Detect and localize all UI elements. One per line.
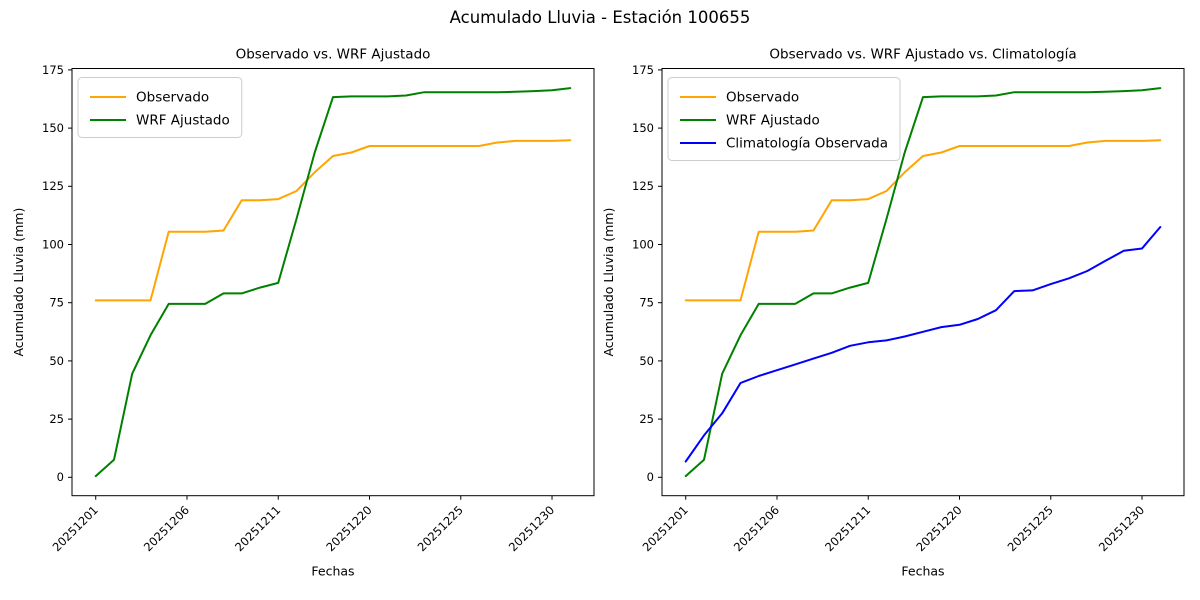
plot-right-y-tick-label-25: 25 (639, 412, 654, 426)
plot-left-y-tick-label-150: 150 (42, 121, 64, 135)
plot-left-x-tick-label-group: 20251211 (232, 503, 283, 554)
plot-left-ylabel: Acumulado Lluvia (mm) (11, 208, 26, 357)
plot-right-spines (661, 68, 1185, 497)
plot-right-y-tick-label-50: 50 (639, 354, 654, 368)
plot-left-x-tick-label-group: 20251201 (50, 503, 101, 554)
plot-right-x-tick-label-group: 20251225 (1005, 503, 1056, 554)
plot-left-x-tick-label-20251220: 20251220 (323, 503, 374, 554)
plot-right-ylabel: Acumulado Lluvia (mm) (601, 208, 616, 357)
plot-right-y-tick-label-125: 125 (632, 179, 654, 193)
plot-right-x-tick-label-20251225: 20251225 (1005, 503, 1056, 554)
plot-left-x-tick-label-20251211: 20251211 (232, 503, 283, 554)
plot-left-y-tick-label-25: 25 (49, 412, 64, 426)
plot-left-x-tick-label-20251225: 20251225 (415, 503, 466, 554)
plot-right-ylabel-group: Acumulado Lluvia (mm) (601, 208, 616, 357)
plot-left-legend-label-observado: Observado (136, 90, 209, 106)
plot-right-legend-label-observado: Observado (726, 90, 799, 106)
plot-right-line-observado (684, 139, 1162, 302)
plot-right-y-tick-label-75: 75 (639, 296, 654, 310)
plot-right-x-tick-label-20251206: 20251206 (731, 503, 782, 554)
plot-left-x-tick-label-group: 20251225 (415, 503, 466, 554)
plot-left-title: Observado vs. WRF Ajustado (236, 47, 431, 63)
plot-right-legend: Observado WRF Ajustado Climatología Observ… (667, 77, 901, 161)
plot-left-x-tick-label-group: 20251220 (323, 503, 374, 554)
plot-right-x-tick-label-group: 20251206 (731, 503, 782, 554)
plot-left-legend-box (77, 77, 243, 138)
plot-left-x-tick-label-group: 20251206 (141, 503, 192, 554)
plot-right-legend-label-climatologia: Climatología Observada (726, 136, 888, 152)
plot-right-x-tick-label-20251220: 20251220 (913, 503, 964, 554)
plot-right-y-tick-label-175: 175 (632, 63, 654, 77)
plot-right-x-tick-label-20251201: 20251201 (640, 503, 691, 554)
plot-right-x-tick-label-group: 20251211 (822, 503, 873, 554)
plot-right-x-tick-label-20251230: 20251230 (1096, 503, 1147, 554)
plot-right-xlabel: Fechas (901, 564, 944, 579)
plot-left-line-observado (94, 139, 572, 302)
plot-right-y-tick-label-0: 0 (647, 470, 654, 484)
plot-left-legend: Observado WRF Ajustado (77, 77, 243, 138)
figure-suptitle: Acumulado Lluvia - Estación 100655 (449, 8, 751, 27)
plot-right-x-tick-label-group: 20251201 (640, 503, 691, 554)
plot-left-xlabel: Fechas (311, 564, 354, 579)
plot-right-x-tick-label-20251211: 20251211 (822, 503, 873, 554)
plot-right-area: 0 25 50 75 100 125 150 175 20251201 20251206 20251… (601, 47, 1185, 579)
plot-right-y-tick-label-150: 150 (632, 121, 654, 135)
plot-left-ylabel-group: Acumulado Lluvia (mm) (11, 208, 26, 357)
plot-left-y-tick-label-125: 125 (42, 179, 64, 193)
plot-left-line-wrf_ajustado (94, 87, 572, 478)
plot-left-y-tick-label-75: 75 (49, 296, 64, 310)
plot-right-legend-box (667, 77, 901, 161)
plot-left-x-tick-label-20251201: 20251201 (50, 503, 101, 554)
plot-right-title: Observado vs. WRF Ajustado vs. Climatolo… (769, 47, 1076, 63)
plot-right-line-climatologia (684, 226, 1162, 463)
plot-left-legend-label-wrf_ajustado: WRF Ajustado (136, 113, 230, 129)
plot-left-x-tick-label-20251206: 20251206 (141, 503, 192, 554)
plot-left-area: 0 25 50 75 100 125 150 175 20251201 20251206 20251… (11, 47, 595, 579)
plot-right-legend-label-wrf_ajustado: WRF Ajustado (726, 113, 820, 129)
plot-right-y-tick-label-100: 100 (632, 237, 654, 251)
plot-right-line-wrf_ajustado (684, 87, 1162, 478)
plot-left-x-tick-label-20251230: 20251230 (506, 503, 557, 554)
plot-left-y-tick-label-50: 50 (49, 354, 64, 368)
plot-left-y-tick-label-0: 0 (57, 470, 64, 484)
plot-right-x-tick-label-group: 20251220 (913, 503, 964, 554)
plot-left-y-tick-label-175: 175 (42, 63, 64, 77)
plot-left-x-tick-label-group: 20251230 (506, 503, 557, 554)
plot-left-y-tick-label-100: 100 (42, 237, 64, 251)
plot-left-spines (71, 68, 595, 497)
plot-right-x-tick-label-group: 20251230 (1096, 503, 1147, 554)
